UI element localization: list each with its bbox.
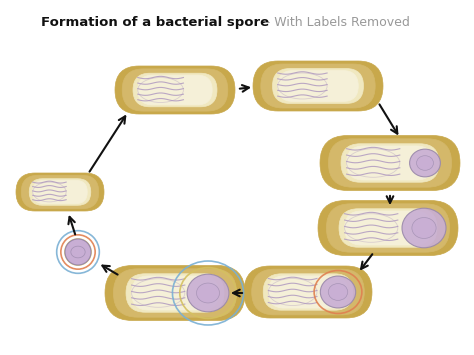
FancyBboxPatch shape	[122, 69, 228, 111]
Circle shape	[65, 239, 91, 265]
FancyBboxPatch shape	[128, 71, 222, 109]
Ellipse shape	[320, 276, 356, 308]
FancyBboxPatch shape	[263, 274, 353, 310]
FancyBboxPatch shape	[328, 139, 452, 187]
FancyBboxPatch shape	[273, 69, 364, 104]
Text: – With Labels Removed: – With Labels Removed	[260, 16, 410, 29]
FancyBboxPatch shape	[113, 269, 237, 317]
FancyBboxPatch shape	[252, 269, 365, 315]
FancyBboxPatch shape	[105, 266, 245, 321]
FancyBboxPatch shape	[132, 276, 219, 310]
Ellipse shape	[187, 274, 229, 312]
FancyBboxPatch shape	[268, 276, 348, 308]
FancyBboxPatch shape	[126, 274, 224, 312]
FancyBboxPatch shape	[320, 136, 460, 191]
FancyBboxPatch shape	[336, 142, 445, 185]
Ellipse shape	[417, 156, 433, 170]
FancyBboxPatch shape	[244, 266, 372, 318]
Ellipse shape	[328, 284, 348, 300]
FancyBboxPatch shape	[120, 272, 229, 315]
Ellipse shape	[197, 283, 219, 303]
FancyBboxPatch shape	[16, 173, 104, 211]
FancyBboxPatch shape	[346, 146, 433, 180]
FancyBboxPatch shape	[327, 204, 450, 252]
FancyBboxPatch shape	[341, 144, 439, 182]
FancyBboxPatch shape	[115, 66, 235, 114]
FancyBboxPatch shape	[253, 61, 383, 111]
FancyBboxPatch shape	[33, 180, 87, 204]
FancyBboxPatch shape	[29, 179, 91, 205]
FancyBboxPatch shape	[318, 201, 458, 256]
Ellipse shape	[410, 149, 440, 177]
FancyBboxPatch shape	[267, 66, 369, 105]
FancyBboxPatch shape	[258, 272, 358, 312]
FancyBboxPatch shape	[261, 64, 375, 108]
Text: Formation of a bacterial spore: Formation of a bacterial spore	[41, 16, 269, 29]
Ellipse shape	[402, 208, 446, 248]
FancyBboxPatch shape	[138, 75, 212, 105]
FancyBboxPatch shape	[278, 71, 358, 102]
FancyBboxPatch shape	[21, 175, 99, 209]
Ellipse shape	[71, 246, 85, 258]
FancyBboxPatch shape	[133, 73, 217, 107]
FancyBboxPatch shape	[26, 177, 94, 207]
FancyBboxPatch shape	[339, 209, 437, 247]
FancyBboxPatch shape	[333, 207, 443, 250]
Ellipse shape	[412, 218, 436, 239]
FancyBboxPatch shape	[345, 211, 431, 245]
